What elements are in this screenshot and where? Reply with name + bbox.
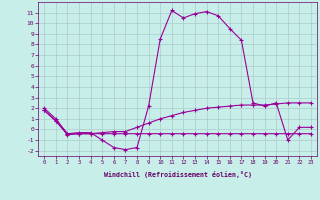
X-axis label: Windchill (Refroidissement éolien,°C): Windchill (Refroidissement éolien,°C) xyxy=(104,171,252,178)
